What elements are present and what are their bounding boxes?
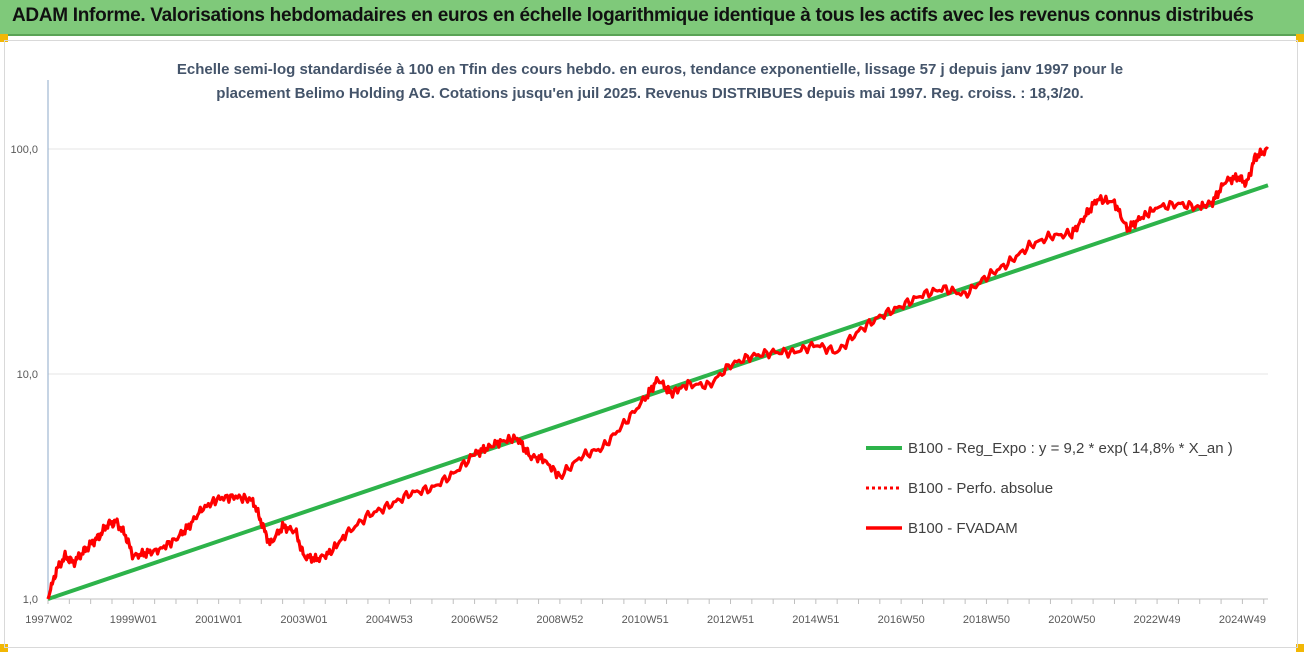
chart-title: Echelle semi-log standardisée à 100 en T…: [60, 58, 1240, 106]
legend-label: B100 - FVADAM: [908, 520, 1018, 537]
corner-marker: [1296, 34, 1304, 42]
series-line-fvadam: [46, 146, 1269, 600]
header-bar: ADAM Informe. Valorisations hebdomadaire…: [0, 0, 1304, 36]
x-tick-label: 2020W50: [1048, 614, 1095, 626]
corner-marker: [0, 34, 8, 42]
x-tick-label: 2006W52: [451, 614, 498, 626]
x-tick-label: 2012W51: [707, 614, 754, 626]
y-tick-label: 10,0: [17, 369, 38, 381]
x-tick-label: 2010W51: [622, 614, 669, 626]
legend-label: B100 - Reg_Expo : y = 9,2 * exp( 14,8% *…: [908, 440, 1233, 457]
x-tick-label: 2018W50: [963, 614, 1010, 626]
x-tick-label: 2024W49: [1219, 614, 1266, 626]
x-tick-label: 2004W53: [366, 614, 413, 626]
y-tick-label: 1,0: [23, 594, 38, 606]
x-tick-label: 2008W52: [536, 614, 583, 626]
x-tick-label: 2022W49: [1134, 614, 1181, 626]
corner-marker: [0, 644, 8, 652]
chart-title-line-2: placement Belimo Holding AG. Cotations j…: [216, 85, 1084, 102]
header-title: ADAM Informe. Valorisations hebdomadaire…: [12, 5, 1254, 26]
x-tick-label: 1999W01: [110, 614, 157, 626]
x-tick-label: 1997W02: [25, 614, 72, 626]
x-tick-label: 2001W01: [195, 614, 242, 626]
y-tick-label: 100,0: [10, 144, 38, 156]
chart-area-border: [4, 40, 1298, 648]
corner-marker: [1296, 644, 1304, 652]
series-line-regression: [47, 183, 1269, 601]
x-tick-label: 2003W01: [280, 614, 327, 626]
x-tick-label: 2014W51: [792, 614, 839, 626]
chart-title-line-1: Echelle semi-log standardisée à 100 en T…: [176, 61, 1124, 78]
x-tick-label: 2016W50: [878, 614, 925, 626]
legend-label: B100 - Perfo. absolue: [908, 480, 1053, 497]
